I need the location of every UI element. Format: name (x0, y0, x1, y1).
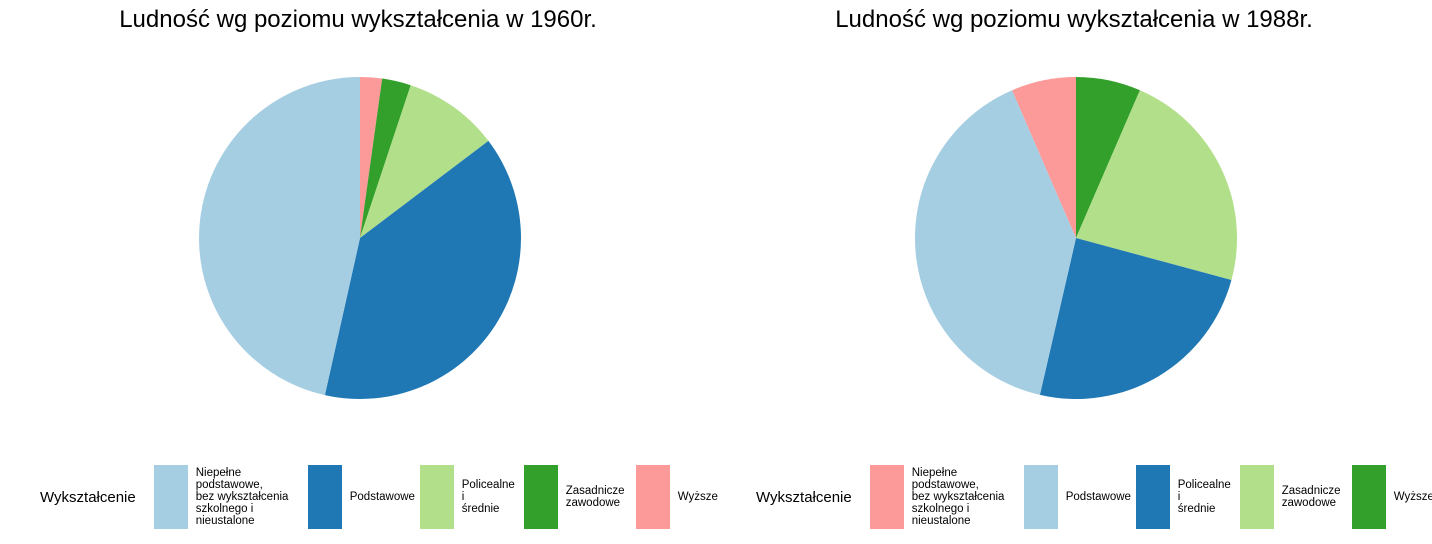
pie-slice-niepe-ne-podstawowe-bez-wykszta-cenia-szkolnego-i-nieustalone (1012, 77, 1076, 238)
legend-swatch-niepelne (869, 465, 904, 529)
legend-item-podstawowe: Podstawowe (307, 465, 415, 529)
legend-label-line: Podstawowe (349, 491, 415, 503)
pie-slice-wyz-sze (1076, 77, 1140, 238)
legend-label-line: Policealne (1177, 479, 1231, 491)
pie-slice-wyz-sze (360, 77, 383, 238)
legend-swatch-wyzsze (635, 465, 670, 529)
legend-label-policealne: Policealne i średnie (462, 479, 518, 515)
pie-chart-1960 (199, 77, 521, 399)
chart-title-1960: Ludność wg poziomu wykształcenia w 1960r… (119, 6, 597, 33)
legend-item-niepelne: Niepełne podstawowe, bez wykształcenia szko… (153, 465, 302, 529)
legend-label-niepelne: Niepełne podstawowe, bez wykształcenia szko… (912, 467, 1018, 527)
legend-label-wyzsze: Wyższe (678, 491, 734, 503)
legend-swatch-podstawowe (307, 465, 342, 529)
legend-swatch-policealne (1135, 465, 1170, 529)
legend-label-podstawowe: Podstawowe (349, 491, 415, 503)
pie-slice-policealne-i-s-rednie (360, 85, 489, 238)
legend-label-zasadnicze: Zasadnicze zawodowe (1282, 485, 1346, 509)
legend-label-line: Niepełne (195, 467, 242, 479)
legend-swatch-zasadnicze (523, 465, 558, 529)
legend-swatch-wyzsze (1351, 465, 1386, 529)
legend-label-line: Wyższe (1393, 491, 1432, 503)
legend-swatch-podstawowe (1023, 465, 1058, 529)
legend-label-line: i (1177, 491, 1181, 503)
pie-slice-podstawowe (324, 140, 521, 399)
legend-item-zasadnicze: Zasadnicze zawodowe (1239, 465, 1346, 529)
legend-label-line: zawodowe (1281, 497, 1337, 509)
legend-label-policealne: Policealne i średnie (1178, 479, 1234, 515)
legend-label-line: zawodowe (565, 497, 621, 509)
chart-title-1988: Ludność wg poziomu wykształcenia w 1988r… (835, 6, 1313, 33)
legend-label-niepelne: Niepełne podstawowe, bez wykształcenia szko… (196, 467, 302, 527)
chart-panel-1988: Ludność wg poziomu wykształcenia w 1988r… (716, 0, 1432, 544)
legend-swatch-niepelne (153, 465, 188, 529)
chart-panel-1960: Ludność wg poziomu wykształcenia w 1960r… (40, 6, 718, 529)
legend-label-line: średnie (1177, 503, 1216, 515)
pie-slice-zasadnicze-zawodowe (360, 78, 411, 238)
legend-label-line: podstawowe, (911, 479, 979, 491)
legend-label-line: szkolnego i (195, 503, 254, 515)
legend-label-podstawowe: Podstawowe (1065, 491, 1131, 503)
legend-item-policealne: Policealne i średnie (1135, 465, 1234, 529)
legend-label-line: średnie (461, 503, 500, 515)
pie-chart-1988 (914, 77, 1238, 400)
legend-label-line: Zasadnicze (1281, 485, 1341, 497)
legend-label-line: i (461, 491, 465, 503)
legend-label-line: Zasadnicze (565, 485, 625, 497)
legend-item-zasadnicze: Zasadnicze zawodowe (523, 465, 630, 529)
legend-1960: Wykształcenie Niepełne podstawowe, bez wyk… (40, 465, 740, 529)
legend-label-line: bez wykształcenia (195, 491, 289, 503)
legend-label-line: podstawowe, (195, 479, 263, 491)
legend-item-podstawowe: Podstawowe (1023, 465, 1131, 529)
legend-item-niepelne: Niepełne podstawowe, bez wykształcenia szko… (869, 465, 1018, 529)
legend-label-line: nieustalone (911, 515, 971, 527)
legend-item-wyzsze: Wyższe (635, 465, 734, 529)
pie-slice-zasadnicze-zawodowe (1076, 90, 1238, 281)
legend-label-line: Wyższe (677, 491, 718, 503)
pie-slice-niepe-ne-podstawowe-bez-wykszta-cenia-szkolnego-i-nieustalone (199, 77, 360, 396)
pie-slice-podstawowe (914, 90, 1076, 395)
legend-swatch-policealne (419, 465, 454, 529)
legend-label-line: bez wykształcenia (911, 491, 1005, 503)
legend-label-zasadnicze: Zasadnicze zawodowe (566, 485, 630, 509)
legend-label-line: Podstawowe (1065, 491, 1131, 503)
legend-label-line: szkolnego i (911, 503, 970, 515)
legend-title-1960: Wykształcenie (40, 488, 136, 506)
pie-slice-policealne-i-s-rednie (1039, 238, 1232, 400)
legend-label-line: Niepełne (911, 467, 958, 479)
legend-item-policealne: Policealne i średnie (419, 465, 518, 529)
legend-item-wyzsze: Wyższe (1351, 465, 1432, 529)
legend-label-wyzsze: Wyższe (1394, 491, 1432, 503)
legend-swatch-zasadnicze (1239, 465, 1274, 529)
legend-label-line: Policealne (461, 479, 515, 491)
legend-title-1988: Wykształcenie (756, 488, 852, 506)
legend-label-line: nieustalone (195, 515, 255, 527)
legend-1988: Wykształcenie Niepełne podstawowe, bez wyk… (756, 465, 1432, 529)
